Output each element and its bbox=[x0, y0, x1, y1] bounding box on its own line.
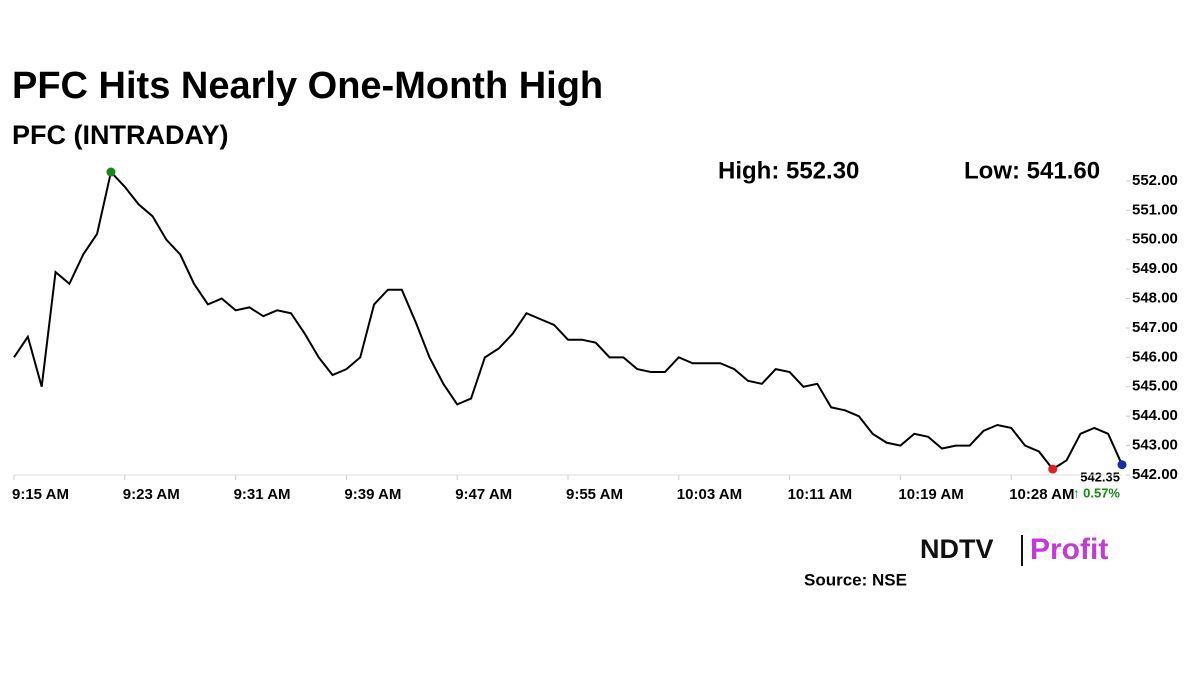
logo-right: Profit bbox=[1030, 533, 1108, 566]
y-tick-label: 549.00 bbox=[1132, 260, 1178, 277]
x-tick-label: 9:23 AM bbox=[123, 486, 180, 503]
point-marker bbox=[1117, 460, 1127, 470]
x-tick-label: 9:47 AM bbox=[455, 486, 512, 503]
x-tick-label: 10:28 AM bbox=[1009, 486, 1074, 503]
y-tick-label: 548.00 bbox=[1132, 289, 1178, 306]
y-tick-label: 552.00 bbox=[1132, 172, 1178, 189]
change-label: ↑ 0.57% bbox=[1073, 485, 1120, 500]
x-tick-label: 9:31 AM bbox=[234, 486, 291, 503]
x-tick-label: 10:03 AM bbox=[677, 486, 742, 503]
last-label: 542.35 bbox=[1080, 469, 1120, 484]
y-tick-label: 546.00 bbox=[1132, 348, 1178, 365]
y-tick-label: 543.00 bbox=[1132, 437, 1178, 454]
chart-subtitle: PFC (INTRADAY) bbox=[12, 120, 229, 150]
logo-left: NDTV bbox=[920, 534, 994, 564]
y-tick-label: 550.00 bbox=[1132, 231, 1178, 248]
price-line bbox=[13, 170, 1123, 471]
x-tick-label: 10:11 AM bbox=[788, 486, 852, 503]
point-marker bbox=[106, 167, 116, 177]
x-tick-label: 10:19 AM bbox=[898, 486, 963, 503]
x-tick-label: 9:39 AM bbox=[344, 486, 401, 503]
x-tick-label: 9:15 AM bbox=[12, 486, 69, 503]
y-tick-label: 542.00 bbox=[1132, 466, 1178, 483]
y-tick-label: 547.00 bbox=[1132, 319, 1178, 336]
x-tick-label: 9:55 AM bbox=[566, 486, 623, 503]
y-tick-label: 551.00 bbox=[1132, 201, 1178, 218]
y-tick-label: 544.00 bbox=[1132, 407, 1178, 424]
source: Source: NSE bbox=[804, 570, 907, 589]
low-label: Low: 541.60 bbox=[964, 157, 1100, 184]
high-label: High: 552.30 bbox=[718, 157, 859, 184]
point-marker bbox=[1048, 464, 1058, 474]
y-tick-label: 545.00 bbox=[1132, 378, 1178, 395]
chart-title: PFC Hits Nearly One-Month High bbox=[12, 65, 603, 107]
